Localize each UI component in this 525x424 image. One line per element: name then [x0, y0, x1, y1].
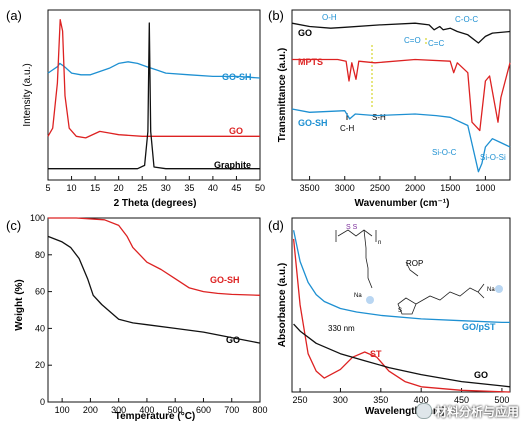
- panel-a-xtick-label: 20: [114, 183, 124, 193]
- panel-c-series-go-sh: [48, 217, 261, 296]
- panel-b-xtick-label: 3000: [335, 183, 355, 193]
- ann-siosi: Si-O-Si: [480, 153, 506, 162]
- panel-d-series-go-pst: [292, 230, 510, 324]
- panel-d-ylabel: Absorbance (a.u.): [277, 263, 288, 347]
- ring-s-label: S: [398, 308, 402, 314]
- label-a-graphite: Graphite: [214, 160, 251, 170]
- panel-c-xtick-label: 200: [83, 405, 98, 415]
- panel-c-ytick-label: 0: [40, 397, 45, 407]
- panel-a-xtick-label: 50: [255, 183, 265, 193]
- panel-a-xtick-label: 35: [184, 183, 194, 193]
- panel-c-xtick-label: 100: [55, 405, 70, 415]
- panel-d-series-st: [292, 238, 511, 393]
- panel-b-series-go-sh: [291, 108, 511, 173]
- panel-c-xtick-label: 600: [196, 405, 211, 415]
- na-label-right: Na: [487, 287, 495, 293]
- polymer-s-label: S S: [346, 224, 358, 231]
- panel-a-frame: [47, 9, 261, 181]
- label-b-mpts: MPTS: [298, 57, 323, 67]
- panel-b-xtick-label: 1500: [440, 183, 460, 193]
- label-c-go: GO: [226, 335, 240, 345]
- label-d-go: GO: [474, 370, 488, 380]
- polymer-n-subscript: n: [378, 240, 381, 246]
- label-a-go: GO: [229, 126, 243, 136]
- na-ion-left: [366, 296, 374, 304]
- panel-a-series-graphite: [48, 22, 260, 170]
- panel-d-xtick-label: 350: [373, 395, 388, 405]
- panel-d-xlabel: Wavelength (nm): [365, 406, 445, 417]
- panel-b-xtick-label: 2500: [370, 183, 390, 193]
- panel-d-xtick-label: 250: [293, 395, 308, 405]
- panel-b-frame: [291, 9, 511, 181]
- panel-a-xtick-label: 5: [45, 183, 50, 193]
- panel-b-series-mpts: [292, 58, 511, 132]
- ann-ch: C-H: [340, 124, 354, 133]
- panel-c-ytick-label: 20: [35, 360, 45, 370]
- panel-b-xlabel: Wavenumber (cm⁻¹): [355, 198, 450, 209]
- label-c-gosh: GO-SH: [210, 275, 240, 285]
- panel-d-xtick-label: 450: [454, 395, 469, 405]
- panel-d-label: (d): [268, 218, 284, 233]
- panel-c-ytick-label: 80: [35, 250, 45, 260]
- label-d-gopst: GO/pST: [462, 322, 496, 332]
- panel-c-series-go: [47, 235, 261, 344]
- panel-a-xtick-label: 45: [231, 183, 241, 193]
- panel-c-label: (c): [6, 218, 21, 233]
- panel-a-xtick-label: 30: [161, 183, 171, 193]
- ann-oh: O-H: [322, 13, 337, 22]
- polymer-structure: [335, 229, 485, 315]
- label-d-st: ST: [370, 349, 382, 359]
- panel-a-series-go-sh: [47, 61, 261, 79]
- panel-c-xlabel: Temperature (°C): [115, 411, 196, 422]
- panel-c-ylabel: Weight (%): [14, 279, 25, 330]
- watermark-logo-icon: [415, 403, 432, 419]
- watermark: 材料分析与应用: [415, 403, 519, 420]
- ann-sioc: Si-O-C: [432, 148, 457, 157]
- label-b-go: GO: [298, 28, 312, 38]
- panel-a-series-go: [47, 19, 260, 139]
- panel-c-xtick-label: 700: [224, 405, 239, 415]
- panel-c-xtick-label: 500: [168, 405, 183, 415]
- panel-d-xtick-label: 300: [333, 395, 348, 405]
- panel-d-xtick-label: 400: [414, 395, 429, 405]
- watermark-text: 材料分析与应用: [434, 405, 519, 419]
- panel-c-ytick-label: 60: [35, 287, 45, 297]
- panel-a-xtick-label: 40: [208, 183, 218, 193]
- panel-c-ytick-label: 100: [30, 213, 45, 223]
- panel-a-xtick-label: 25: [137, 183, 147, 193]
- panel-a-ylabel: Intensity (a.u.): [22, 63, 33, 126]
- ann-330nm: 330 nm: [328, 324, 355, 333]
- panel-d-xtick-label: 500: [494, 395, 509, 405]
- panel-b-ylabel: Transmittance (a.u.): [277, 48, 288, 142]
- panel-b-xtick-label: 2000: [405, 183, 425, 193]
- na-label-left: Na: [354, 293, 362, 299]
- panel-a-label: (a): [6, 8, 22, 23]
- panel-b-xtick-label: 1000: [475, 183, 495, 193]
- panel-d-series-go: [293, 323, 511, 388]
- panel-b-series-go: [291, 22, 511, 44]
- panel-c-ytick-label: 40: [35, 323, 45, 333]
- label-b-gosh: GO-SH: [298, 118, 328, 128]
- panel-c-xtick-label: 400: [139, 405, 154, 415]
- ann-coc: C-O-C: [455, 15, 478, 24]
- panel-c-xtick-label: 300: [111, 405, 126, 415]
- panel-d-frame: [291, 217, 511, 393]
- panel-c-xtick-label: 800: [252, 405, 267, 415]
- ann-sh: S-H: [372, 113, 386, 122]
- na-ion-right: [495, 285, 503, 293]
- ann-cc: C=C: [428, 39, 444, 48]
- ann-co: C=O: [404, 36, 421, 45]
- ann-rop: ROP: [406, 259, 423, 268]
- panel-a-xtick-label: 15: [90, 183, 100, 193]
- panel-b-xtick-label: 3500: [300, 183, 320, 193]
- panel-a-xtick-label: 10: [67, 183, 77, 193]
- panel-b-label: (b): [268, 8, 284, 23]
- panel-c-frame: [47, 217, 261, 403]
- panel-a-xlabel: 2 Theta (degrees): [114, 198, 197, 209]
